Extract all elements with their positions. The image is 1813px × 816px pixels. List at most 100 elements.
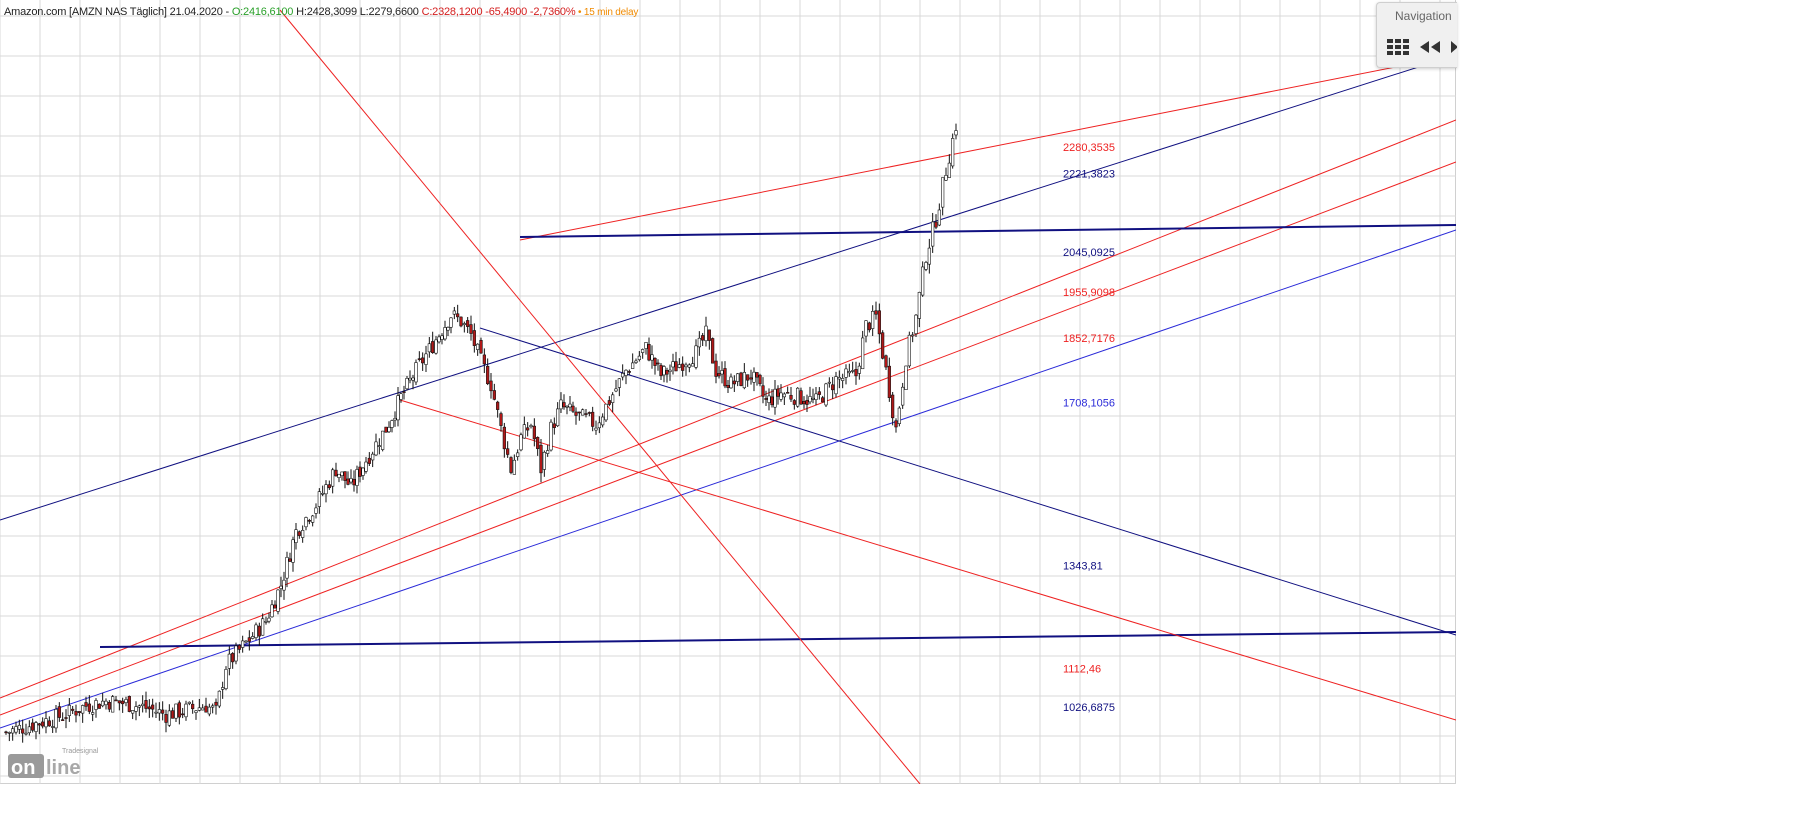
candle-body [204,705,208,713]
candle-body [352,478,356,486]
candle-body [161,709,165,714]
candle-body [371,453,375,461]
candle-body [71,708,75,711]
candle-body [446,327,450,331]
candle-body [174,703,178,719]
candle-body [659,364,663,377]
candle-body [944,175,948,181]
candle-body [556,408,560,427]
candle-body [506,448,510,455]
instrument-label: Amazon.com [AMZN NAS Täglich] 21.04.2020… [4,6,232,18]
candle-body [343,471,347,481]
candle-body [101,700,105,707]
chart-area[interactable]: 2280,3535 2221,3823 2045,0925 1955,9098 1852… [0,0,1457,784]
candle-body [726,384,730,388]
rewind-icon[interactable] [1417,37,1443,57]
candle-body [64,717,68,719]
candle-body [927,247,931,265]
candle-body [597,422,601,429]
candle-body [282,579,286,591]
candle-body [121,700,125,705]
candle-body [131,710,135,714]
candle-body [587,412,591,414]
candle-body [884,355,888,368]
candle-body [776,388,780,397]
candle-body [427,343,431,353]
candle-body [627,371,631,373]
candle-body [449,317,453,328]
candle-body [476,343,480,350]
candle-body [251,636,255,639]
candle-body [720,370,724,375]
trend-line [0,119,1456,699]
candle-body [144,700,148,709]
candle-body [917,292,921,319]
navigation-panel[interactable]: Navigation [1376,2,1457,68]
candle-body [154,711,158,714]
candle-body [393,417,397,421]
trend-line [519,224,1456,238]
candle-body [311,515,315,523]
candle-body [11,728,15,734]
candle-body [24,732,28,735]
trend-line [279,9,921,784]
candle-body [167,710,171,726]
candle-body [647,343,651,361]
candle-body [417,358,421,360]
candle-body [729,376,733,389]
candle-body [361,467,365,476]
svg-text:on: on [11,757,35,779]
trend-line [519,54,1456,241]
candle-body [334,469,338,477]
candle-body [617,378,621,388]
candle-body [861,337,865,370]
candle-body [234,645,238,662]
price-chart[interactable]: 2280,3535 2221,3823 2045,0925 1955,9098 1852… [0,0,1456,784]
candle-body [462,323,466,326]
candle-body [841,378,845,381]
trend-line [0,54,1456,521]
candle-body [831,384,835,391]
candle-body [191,703,195,710]
candle-body [273,604,277,609]
candle-body [221,687,225,690]
candle-body [814,393,818,400]
candle-body [97,703,101,709]
play-icon[interactable] [1449,37,1457,57]
delay-label: • 15 min delay [575,7,639,18]
price-level-label: 1708,1056 [1063,398,1115,410]
candle-body [94,700,98,710]
candle-body [773,388,777,408]
candle-body [21,728,25,734]
candle-body [565,405,569,408]
candle-body [387,426,391,433]
candle-body [164,714,168,723]
candle-body [881,332,885,359]
candle-body [34,722,38,732]
candle-body [374,441,378,456]
candle-body [577,411,581,414]
candle-body [954,130,958,136]
grid-icon[interactable] [1385,37,1411,57]
candle-body [834,376,838,395]
trend-line [399,399,1456,721]
price-level-label: 1026,6875 [1063,702,1115,714]
candle-body [297,531,301,536]
candle-body [367,457,371,464]
candle-body [732,380,736,385]
candle-body [742,372,746,389]
candle-body [614,388,618,392]
candle-body [459,316,463,327]
candle-body [492,390,496,400]
candle-body [224,669,228,689]
candle-body [634,360,638,363]
candle-body [4,731,8,734]
chart-header: Amazon.com [AMZN NAS Täglich] 21.04.2020… [4,6,638,18]
candle-body [456,313,460,318]
trend-line [99,631,1456,648]
candle-body [84,702,88,707]
navigation-title: Navigation [1395,9,1452,23]
candle-body [307,520,311,522]
candle-body [502,426,506,450]
candle-body [808,396,812,403]
